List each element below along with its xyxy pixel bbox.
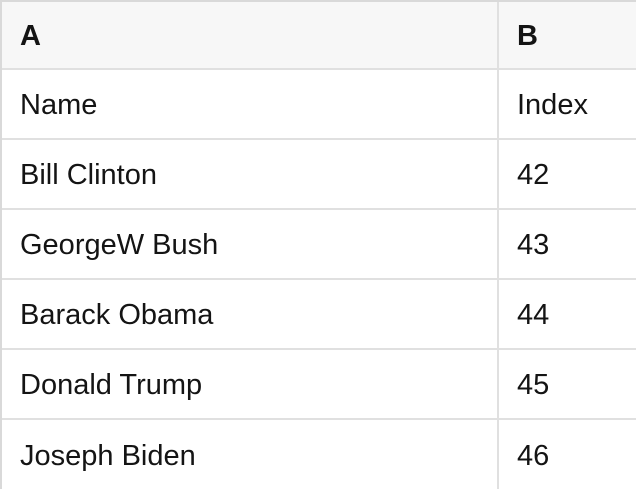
- table-row: Barack Obama 44: [2, 280, 636, 350]
- table-row: Joseph Biden 46: [2, 420, 636, 489]
- table-row: Donald Trump 45: [2, 350, 636, 420]
- table-cell[interactable]: Barack Obama: [20, 299, 214, 331]
- table-cell[interactable]: 44: [497, 280, 636, 348]
- table-cell[interactable]: 45: [497, 350, 636, 418]
- table-cell[interactable]: Bill Clinton: [20, 159, 157, 191]
- table-body: Name Index Bill Clinton 42 GeorgeW Bush …: [2, 70, 636, 489]
- table-row: Name Index: [2, 70, 636, 140]
- table-cell[interactable]: Donald Trump: [20, 369, 203, 401]
- table-cell[interactable]: Name: [20, 89, 98, 121]
- table-row: GeorgeW Bush 43: [2, 210, 636, 280]
- table-cell[interactable]: 46: [497, 420, 636, 489]
- table-row: Bill Clinton 42: [2, 140, 636, 210]
- column-header-row: A B: [2, 2, 636, 70]
- table-cell[interactable]: 43: [497, 210, 636, 278]
- table-cell[interactable]: Index: [497, 70, 636, 138]
- column-header-a[interactable]: A: [20, 20, 41, 52]
- column-header-b[interactable]: B: [497, 2, 636, 68]
- table-cell[interactable]: GeorgeW Bush: [20, 229, 219, 261]
- table-cell[interactable]: Joseph Biden: [20, 439, 196, 472]
- table-cell[interactable]: 42: [497, 140, 636, 208]
